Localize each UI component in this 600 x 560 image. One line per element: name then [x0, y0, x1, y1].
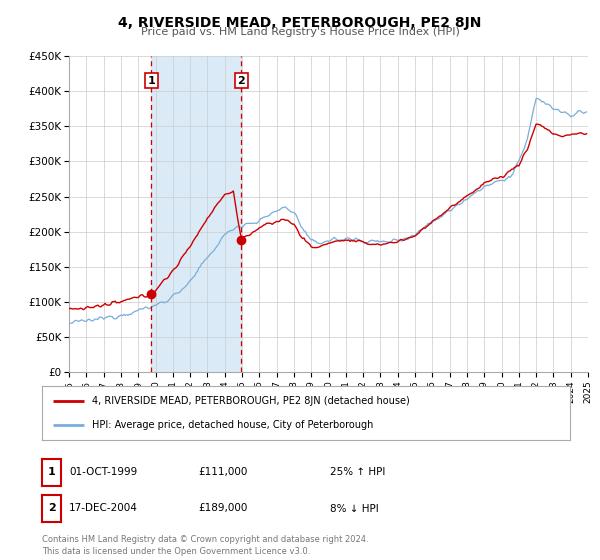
Text: 1: 1: [148, 76, 155, 86]
Text: 1: 1: [48, 467, 55, 477]
Text: 4, RIVERSIDE MEAD, PETERBOROUGH, PE2 8JN (detached house): 4, RIVERSIDE MEAD, PETERBOROUGH, PE2 8JN…: [92, 396, 410, 406]
Text: 17-DEC-2004: 17-DEC-2004: [69, 503, 138, 514]
Text: Contains HM Land Registry data © Crown copyright and database right 2024.
This d: Contains HM Land Registry data © Crown c…: [42, 535, 368, 556]
Text: £111,000: £111,000: [198, 467, 247, 477]
Text: 01-OCT-1999: 01-OCT-1999: [69, 467, 137, 477]
Text: 2: 2: [48, 503, 55, 514]
Text: 8% ↓ HPI: 8% ↓ HPI: [330, 503, 379, 514]
Text: £189,000: £189,000: [198, 503, 247, 514]
Text: 2: 2: [238, 76, 245, 86]
Text: Price paid vs. HM Land Registry's House Price Index (HPI): Price paid vs. HM Land Registry's House …: [140, 27, 460, 37]
Bar: [151, 56, 241, 372]
Text: 4, RIVERSIDE MEAD, PETERBOROUGH, PE2 8JN: 4, RIVERSIDE MEAD, PETERBOROUGH, PE2 8JN: [118, 16, 482, 30]
Text: 25% ↑ HPI: 25% ↑ HPI: [330, 467, 385, 477]
Text: HPI: Average price, detached house, City of Peterborough: HPI: Average price, detached house, City…: [92, 420, 374, 430]
